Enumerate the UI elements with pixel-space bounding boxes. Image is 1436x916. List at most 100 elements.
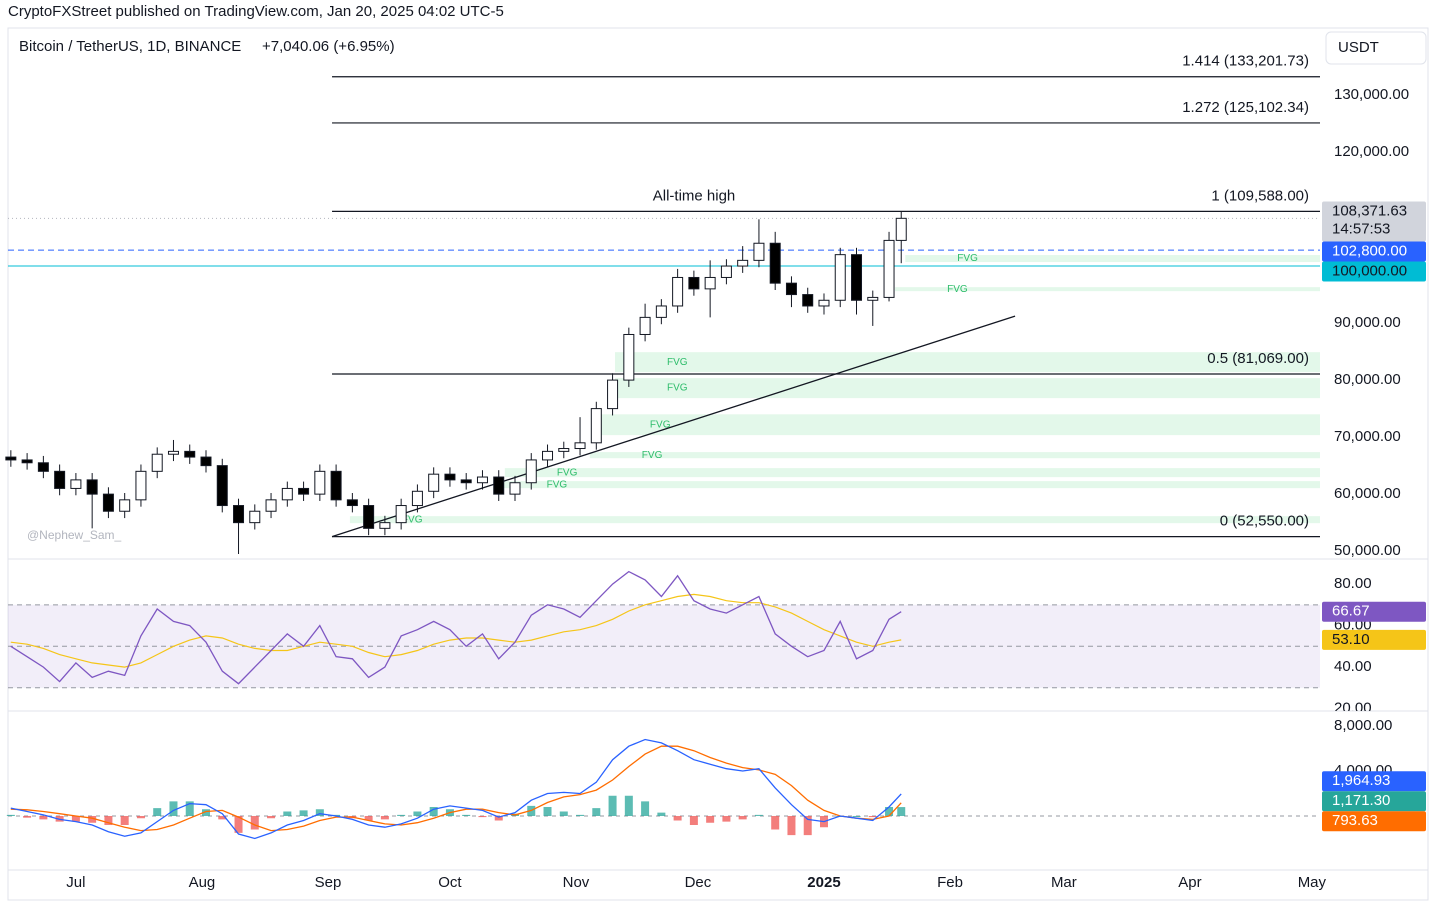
candle-body (769, 242, 781, 284)
macd-histogram (543, 806, 552, 816)
macd-histogram (706, 815, 715, 823)
macd-histogram (738, 815, 747, 820)
axis-label: 793.63 (1332, 812, 1378, 829)
macd-histogram (201, 809, 210, 816)
y-tick-label: 60,000.00 (1334, 485, 1401, 502)
candle-body (86, 479, 98, 495)
candle-body (639, 316, 651, 335)
x-tick-label: Apr (1178, 874, 1201, 891)
x-tick-label: 2025 (807, 874, 840, 891)
candle-body (330, 470, 342, 501)
header: CryptoFXStreet published on TradingView.… (8, 3, 504, 20)
candle-body (460, 479, 472, 484)
macd-histogram (267, 815, 276, 819)
macd-histogram (641, 801, 650, 816)
axis-label-box (1322, 629, 1426, 650)
macd-histogram (71, 815, 80, 822)
macd-histogram (885, 806, 894, 816)
rsi-ma-line (10, 593, 902, 668)
candle-body (607, 379, 619, 410)
candle-body (167, 450, 179, 455)
currency[interactable]: USDT (1338, 39, 1379, 56)
candle-body (249, 510, 261, 524)
candle-body (704, 276, 716, 290)
macd-histogram (624, 795, 633, 816)
macd-histogram (771, 815, 780, 830)
macd-histogram (657, 812, 666, 816)
candle-body (509, 482, 521, 495)
fvg-zone (349, 516, 1320, 524)
macd-histogram (429, 806, 438, 816)
fvg-zone (615, 378, 1320, 399)
candle-body (558, 448, 570, 452)
candle-body (233, 505, 245, 524)
x-tick-label: Feb (937, 874, 963, 891)
candle-body (314, 470, 326, 495)
candle-body (737, 259, 749, 267)
candle-body (867, 296, 879, 301)
macd-histogram (218, 815, 227, 820)
macd-histogram (397, 814, 406, 816)
fvg-zone (895, 287, 1320, 292)
macd-histogram (576, 814, 585, 816)
macd-histogram (673, 815, 682, 821)
candle-body (623, 333, 635, 381)
axis-label-box (1322, 241, 1426, 262)
fvg-zone (615, 352, 1320, 373)
candle-body (444, 473, 456, 481)
rsi-line (10, 570, 902, 685)
fvg-zone (589, 452, 1320, 459)
candle-body (542, 450, 554, 461)
fib-label: 1.272 (125,102.34) (1182, 99, 1309, 116)
macd-histogram (754, 814, 763, 816)
macd-histogram (250, 815, 259, 830)
y-tick-label: 40.00 (1334, 658, 1372, 675)
axis-label-box (1322, 811, 1426, 832)
candle-body (672, 276, 684, 307)
candle-body (379, 522, 391, 529)
macd-histogram (88, 815, 97, 823)
y-tick-label: 90,000.00 (1334, 314, 1401, 331)
macd-histogram (592, 808, 601, 816)
axis-label: 66.67 (1332, 603, 1370, 620)
fvg-label: FVG (667, 383, 688, 394)
fvg-zone (597, 414, 1320, 436)
fvg-label: FVG (947, 284, 968, 295)
macd-histogram (6, 814, 15, 816)
axis-label-box (1322, 201, 1426, 242)
macd-histogram (169, 801, 178, 816)
fvg-zone (504, 468, 1320, 478)
x-tick-label: Mar (1051, 874, 1077, 891)
macd-histogram (462, 814, 471, 816)
axis-label-box (1322, 261, 1426, 282)
fvg-label: FVG (667, 357, 688, 368)
x-tick-label: Sep (315, 874, 342, 891)
macd-histogram (689, 815, 698, 825)
y-tick-label: 70,000.00 (1334, 428, 1401, 445)
symbol: Bitcoin / TetherUS, 1D, BINANCE (19, 38, 241, 55)
y-tick-label: 20.00 (1334, 700, 1372, 717)
candle-body (265, 499, 277, 512)
currency-button[interactable] (1325, 31, 1427, 65)
candle-body (151, 453, 163, 472)
y-tick-label: 80,000.00 (1334, 371, 1401, 388)
fib-label: 1.414 (133,201.73) (1182, 53, 1309, 70)
candle-body (883, 239, 895, 298)
x-tick-label: Dec (685, 874, 712, 891)
macd-histogram (120, 815, 129, 825)
candle-body (298, 487, 310, 495)
fvg-zone (905, 255, 1320, 263)
candle-body (395, 505, 407, 524)
candle-body (216, 465, 228, 507)
macd-histogram (136, 815, 145, 819)
candle-body (411, 490, 423, 507)
x-tick-label: Oct (438, 874, 462, 891)
macd-histogram (315, 809, 324, 816)
candle-body (655, 305, 667, 318)
macd-histogram (153, 808, 162, 816)
candle-body (54, 470, 66, 489)
candle-body (688, 276, 700, 290)
axis-label: 53.10 (1332, 631, 1370, 648)
y-tick-label: 8,000.00 (1334, 717, 1392, 734)
